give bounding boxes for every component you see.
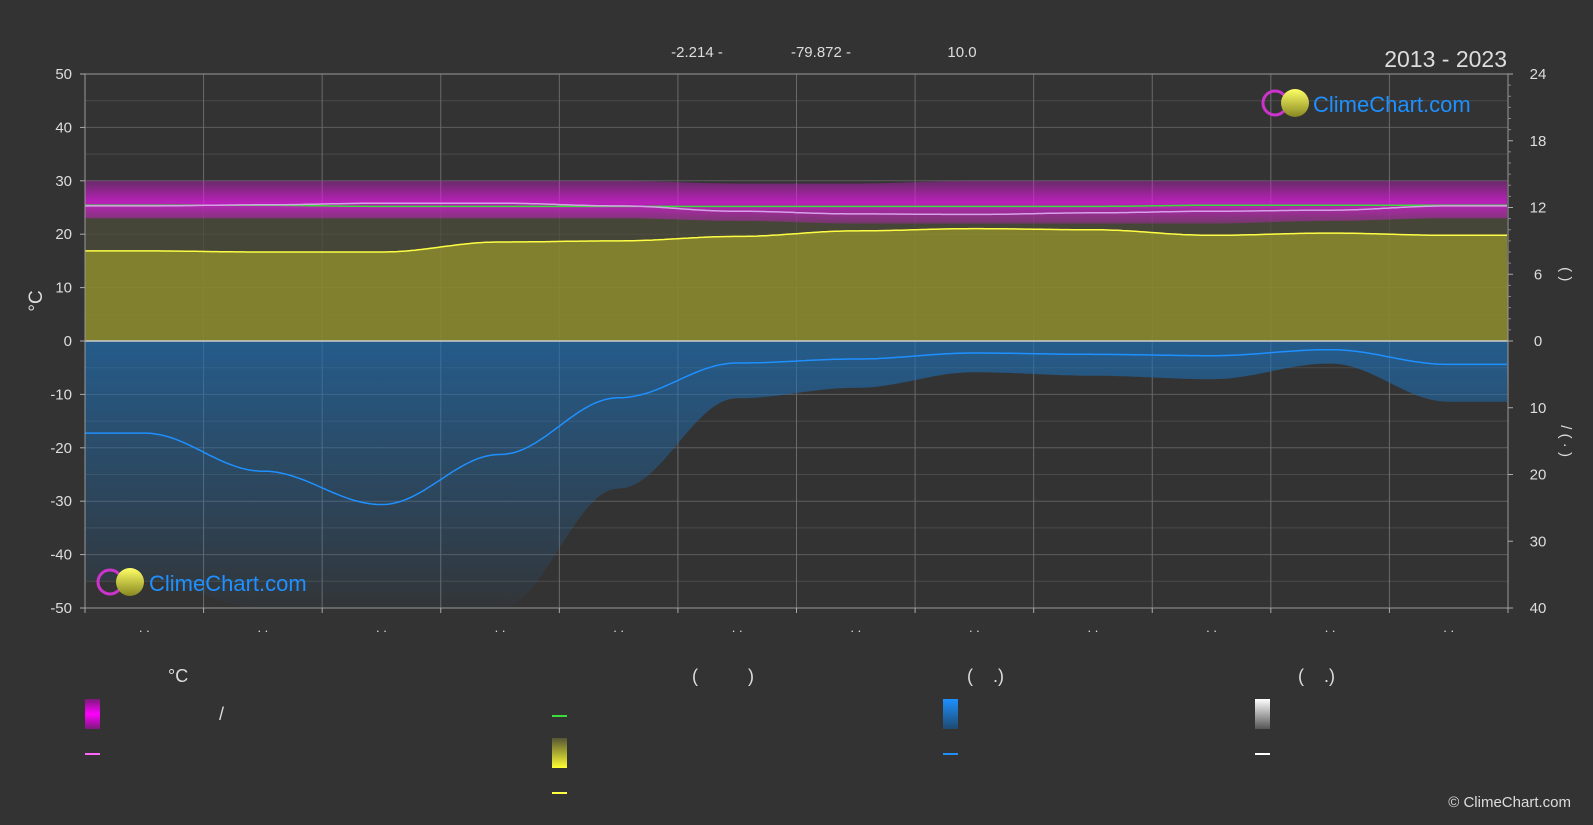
left-axis-title: °C (26, 290, 47, 311)
sunshine-area (85, 228, 1508, 341)
x-tick-label: . . (969, 620, 980, 635)
x-tick-label: . . (1206, 620, 1217, 635)
daylight-line-swatch (552, 715, 567, 717)
x-tick-label: . . (613, 620, 624, 635)
longitude-label: -79.872 - (791, 44, 851, 61)
x-tick-label: . . (257, 620, 268, 635)
temperature-range-area (85, 180, 1507, 224)
x-tick-label: . . (1443, 620, 1454, 635)
legend-col4-header: ( .) (1298, 666, 1335, 686)
right-bottom-axis-title: / ( · ) (1557, 425, 1574, 457)
left-tick-label: 20 (55, 226, 72, 243)
chart-axes: 50 40 30 20 10 0 -10 -20 -30 -40 -50 24 18 12 6 0 10 20 30… (26, 66, 1574, 635)
left-tick-label: -10 (50, 386, 72, 403)
right-top-axis-title: ( ) (1557, 267, 1574, 281)
left-tick-label: 50 (55, 66, 72, 83)
snow-swatch (1255, 699, 1270, 729)
x-tick-label: . . (732, 620, 743, 635)
legend-col1-item1-text: / (219, 704, 225, 724)
precipitation-line-swatch (943, 753, 958, 755)
snow-line-swatch (1255, 753, 1270, 755)
mean-temperature-line (85, 202, 1507, 216)
logo-text: ClimeChart.com (1313, 92, 1471, 117)
sunshine-swatch (552, 738, 567, 768)
legend-col1-header: °C (168, 666, 189, 686)
logo-sun-icon (116, 568, 144, 596)
x-tick-label: . . (495, 620, 506, 635)
precipitation-line (85, 348, 1507, 506)
right-bottom-tick-label: 40 (1530, 600, 1547, 617)
left-tick-label: 30 (55, 173, 72, 190)
legend-col3-header: ( .) (967, 666, 1004, 686)
left-tick-label: 0 (64, 333, 72, 350)
data-bands (85, 180, 1508, 608)
left-tick-label: 10 (55, 280, 72, 297)
x-tick-label: . . (1325, 620, 1336, 635)
period-label: 2013 - 2023 (1384, 46, 1507, 72)
mean-temperature-line-swatch (85, 753, 100, 755)
x-tick-label: . . (850, 620, 861, 635)
right-top-tick-label: 6 (1534, 266, 1542, 283)
logo-top-right: ClimeChart.com (1261, 89, 1471, 117)
x-tick-label: . . (1088, 620, 1099, 635)
right-top-tick-label: 0 (1534, 333, 1542, 350)
precipitation-area (85, 341, 1508, 608)
left-tick-label: -40 (50, 547, 72, 564)
logo-text: ClimeChart.com (149, 571, 307, 596)
right-top-tick-label: 24 (1530, 66, 1547, 83)
left-tick-label: -30 (50, 493, 72, 510)
left-tick-label: -20 (50, 440, 72, 457)
temperature-range-swatch (85, 699, 100, 729)
left-tick-label: -50 (50, 600, 72, 617)
left-tick-label: 40 (55, 119, 72, 136)
daylight-line (85, 204, 1507, 208)
right-top-tick-label: 12 (1530, 200, 1547, 217)
latitude-label: -2.214 - (671, 44, 723, 61)
copyright: © ClimeChart.com (1448, 794, 1571, 811)
x-tick-label: . . (376, 620, 387, 635)
precipitation-swatch (943, 699, 958, 729)
right-bottom-tick-label: 20 (1530, 467, 1547, 484)
legend-col2-header: ( ) (692, 666, 754, 686)
sunshine-line (85, 227, 1507, 253)
elevation-label: 10.0 (947, 44, 976, 61)
series-lines (85, 202, 1508, 506)
right-bottom-tick-label: 30 (1530, 533, 1547, 550)
logo-sun-icon (1281, 89, 1309, 117)
sunshine-line-swatch (552, 792, 567, 794)
x-tick-label: . . (139, 620, 150, 635)
logo-bottom-left: ClimeChart.com (96, 568, 307, 596)
right-bottom-tick-label: 10 (1530, 400, 1547, 417)
right-top-tick-label: 18 (1530, 133, 1547, 150)
